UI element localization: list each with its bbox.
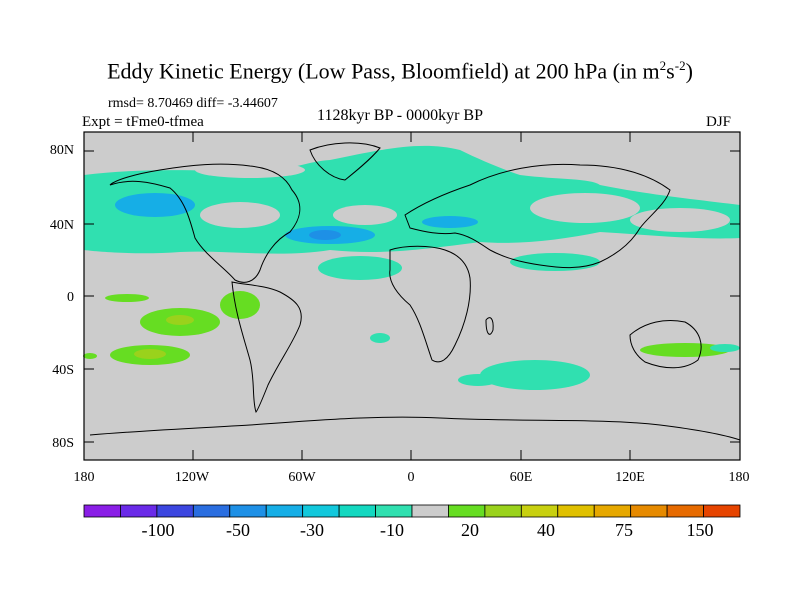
contour-kamchatka: [652, 196, 668, 204]
rmsd-diff-stats: rmsd= 8.70469 diff= -3.44607: [108, 96, 278, 111]
contour-dateline-green: [83, 353, 97, 359]
contour-sh-pacific-yellow: [134, 349, 166, 359]
experiment-label: Expt = tFme0-tfmea: [82, 114, 204, 130]
coast-greenland: [309, 142, 381, 181]
colorbar-swatch-8: [338, 504, 376, 518]
colorbar-swatch-11: [448, 504, 486, 518]
colorbar-swatch-12: [484, 504, 522, 518]
axis-ticks: [84, 132, 740, 460]
contour-sh-small: [370, 333, 390, 343]
lat-tick-80n: 80N: [49, 143, 74, 158]
colorbar-swatch-2: [120, 504, 158, 518]
colorbar-label-3: -30: [300, 520, 324, 540]
contour-core-pacific: [115, 193, 195, 217]
lon-tick-120w: 120W: [174, 470, 210, 485]
colorbar-label-6: 40: [537, 520, 555, 540]
colorbar: [83, 504, 741, 518]
colorbar-label-8: 150: [686, 520, 714, 540]
coast-north-america: [109, 163, 301, 283]
colorbar-swatch-7: [302, 504, 340, 518]
contour-east-pacific: [220, 291, 260, 319]
contour-gap-na-pacific: [200, 202, 280, 228]
coast-antarctica: [89, 416, 741, 441]
contour-gap-asia: [530, 193, 640, 223]
colorbar-swatch-18: [703, 504, 741, 518]
lat-tick-0: 0: [67, 290, 74, 305]
lat-tick-40s: 40S: [52, 363, 74, 378]
lon-tick-180e: 180: [728, 470, 750, 485]
contour-gap-nw-pacific: [630, 208, 730, 232]
colorbar-label-2: -50: [226, 520, 250, 540]
lat-tick-40n: 40N: [49, 218, 74, 233]
colorbar-swatch-4: [192, 504, 231, 518]
contour-australia-green: [640, 343, 730, 357]
contour-subtrop-asia: [510, 253, 600, 271]
time-period-label: 1128kyr BP - 0000kyr BP: [317, 107, 483, 124]
colorbar-swatch-15: [593, 504, 632, 518]
coast-africa: [389, 245, 471, 363]
colorbar-swatch-6: [265, 504, 304, 518]
lat-tick-80s: 80S: [52, 436, 74, 451]
colorbar-swatch-14: [557, 504, 595, 518]
contour-subtrop-atlantic: [318, 256, 402, 280]
eke-contours: [83, 145, 740, 390]
contour-core-atlantic-inner: [309, 230, 341, 240]
lon-tick-60w: 60W: [288, 470, 316, 485]
colorbar-swatch-16: [630, 504, 668, 518]
coast-eurasia: [404, 163, 671, 269]
contour-core-europe: [422, 216, 478, 228]
contour-siberia: [493, 181, 537, 195]
colorbar-label-7: 75: [615, 520, 633, 540]
map-title: Eddy Kinetic Energy (Low Pass, Bloomfiel…: [107, 58, 693, 84]
lon-tick-0: 0: [407, 470, 415, 485]
colorbar-label-4: -10: [380, 520, 404, 540]
coast-australia: [629, 320, 702, 369]
colorbar-swatch-17: [666, 504, 704, 518]
coast-south-america: [231, 281, 302, 413]
lon-tick-120e: 120E: [615, 470, 645, 485]
lon-tick-180w: 180: [73, 470, 95, 485]
colorbar-label-1: -100: [141, 520, 175, 540]
lon-tick-60e: 60E: [509, 470, 533, 485]
contour-sh-indian-ocean: [480, 360, 590, 390]
colorbar-swatch-1: [83, 504, 121, 518]
coastlines: [89, 142, 741, 441]
contour-sh-south-africa: [458, 374, 498, 386]
season-label: DJF: [706, 114, 732, 130]
contour-gap-atlantic: [333, 205, 397, 225]
colorbar-swatch-9: [375, 504, 413, 518]
colorbar-label-5: 20: [461, 520, 479, 540]
coast-madagascar: [485, 317, 494, 335]
colorbar-swatch-3: [156, 504, 194, 518]
contour-central-pacific: [105, 294, 149, 302]
colorbar-swatch-10: [411, 504, 449, 518]
contour-tropical-pacific-core: [166, 315, 194, 325]
contour-tasman: [710, 344, 740, 352]
colorbar-swatch-5: [229, 504, 267, 518]
colorbar-swatch-13: [520, 504, 559, 518]
